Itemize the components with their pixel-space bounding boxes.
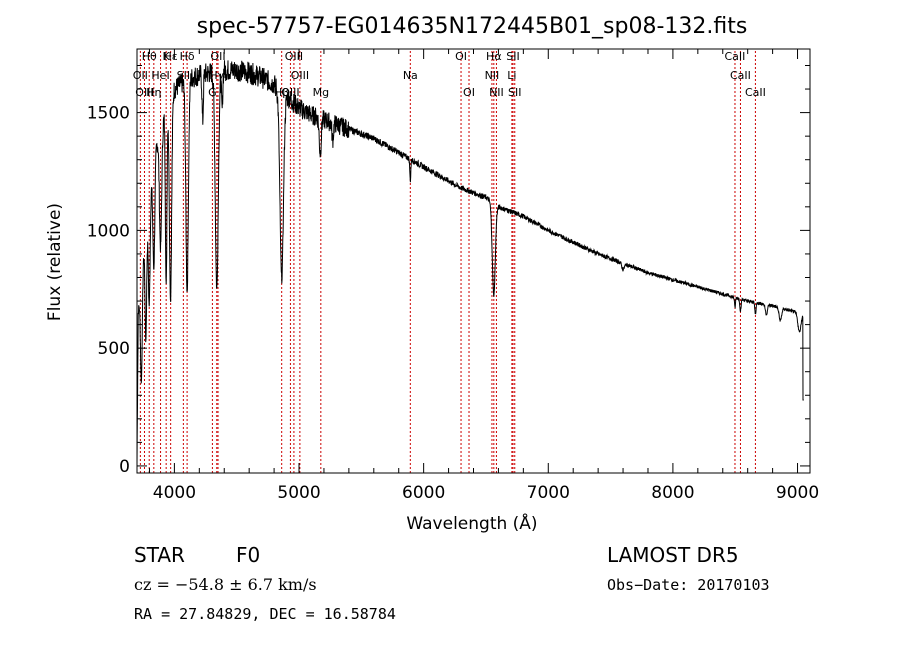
observation-date: Obs−Date: 20170103 <box>607 576 770 594</box>
x-tick-label: 9000 <box>776 483 819 503</box>
spectral-line-label: NII <box>485 69 500 82</box>
chart-title: spec-57757-EG014635N172445B01_sp08-132.f… <box>197 14 748 39</box>
spectral-line-label: Hβ <box>274 86 289 99</box>
x-tick-label: 7000 <box>527 483 570 503</box>
spectral-line-label: Hε <box>164 50 178 63</box>
spectral-line-label: OIII <box>285 50 303 63</box>
x-tick-label: 6000 <box>402 483 445 503</box>
object-class: STAR <box>134 543 185 567</box>
y-tick-label: 500 <box>98 339 130 359</box>
spectral-line-label: OI <box>463 86 475 99</box>
spectral-line-label: SII <box>508 86 521 99</box>
redshift-cz: cz = −54.8 ± 6.7 km/s <box>134 575 317 594</box>
spectral-line-label: Hη <box>146 86 161 99</box>
spectral-line-label: Hα <box>486 50 502 63</box>
spectral-line-label: CaII <box>745 86 766 99</box>
spectral-line-label: Na <box>403 69 418 82</box>
x-axis-label: Wavelength (Å) <box>406 512 537 534</box>
x-tick-label: 4000 <box>153 483 196 503</box>
y-tick-label: 1000 <box>87 221 130 241</box>
object-subclass: F0 <box>236 543 260 567</box>
x-tick-label: 5000 <box>277 483 320 503</box>
y-tick-label: 1500 <box>87 104 130 124</box>
spectral-line-label: CaII <box>725 50 746 63</box>
spectral-line-label: K <box>163 50 171 63</box>
x-tick-label: 8000 <box>651 483 694 503</box>
y-axis: 0 500 1000 1500 <box>87 64 810 477</box>
spectral-line-label: Mg <box>313 86 329 99</box>
spectral-line-label: HeI <box>151 69 169 82</box>
y-tick-label: 0 <box>119 457 130 477</box>
x-axis: 4000 5000 6000 7000 8000 9000 <box>148 49 819 503</box>
spectral-line-label: OI <box>455 50 467 63</box>
y-axis-label: Flux (relative) <box>45 203 65 321</box>
spectral-line-label: SII <box>506 50 519 63</box>
plot-frame <box>136 48 811 474</box>
spectral-line-label: Hθ <box>142 50 157 63</box>
spectrum-series-line <box>136 60 804 466</box>
spectral-line-label: NII <box>489 86 504 99</box>
survey-name: LAMOST DR5 <box>607 543 739 567</box>
spectral-line-markers <box>139 51 756 473</box>
coordinates: RA = 27.84829, DEC = 16.58784 <box>134 605 396 623</box>
spectral-line-label: OIII <box>291 69 309 82</box>
spectral-line-label: OII <box>210 50 225 63</box>
spectral-line-label: Hδ <box>180 50 195 63</box>
spectral-line-label: CaII <box>730 69 751 82</box>
spectral-line-label: OII <box>133 69 148 82</box>
spectral-line-label: Li <box>507 69 516 82</box>
spectral-line-label: G <box>208 86 217 99</box>
